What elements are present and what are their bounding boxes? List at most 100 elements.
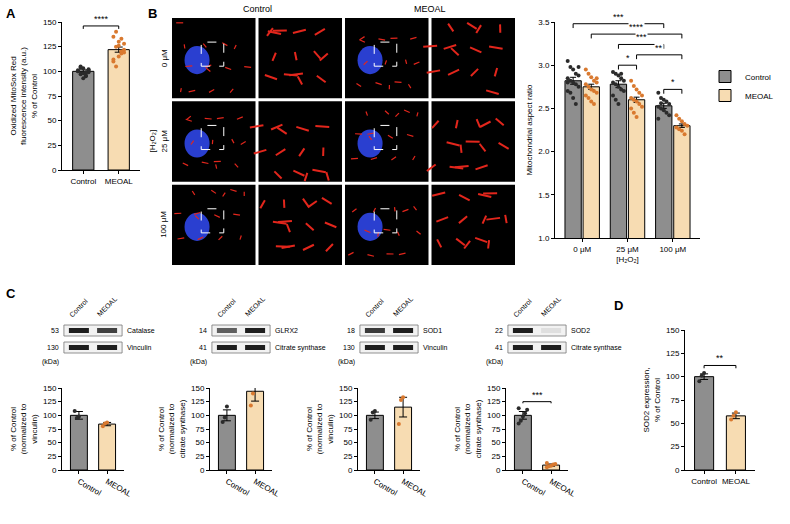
svg-text:100: 100 [487, 411, 501, 420]
svg-text:50: 50 [47, 438, 56, 447]
svg-text:50: 50 [47, 116, 56, 125]
svg-text:75: 75 [343, 425, 352, 434]
svg-text:MEOAL: MEOAL [244, 295, 266, 317]
svg-text:3.5: 3.5 [538, 18, 550, 27]
svg-text:(kDa): (kDa) [338, 358, 355, 366]
svg-text:100: 100 [191, 411, 205, 420]
svg-text:[H₂O₂]: [H₂O₂] [616, 255, 639, 264]
svg-text:0: 0 [200, 466, 205, 475]
svg-text:% of Control(normalized tovinc: % of Control(normalized tovinculin) [305, 403, 335, 454]
svg-text:75: 75 [670, 396, 679, 405]
svg-text:25: 25 [491, 452, 500, 461]
svg-text:Control: Control [76, 477, 103, 498]
svg-text:100 μM: 100 μM [159, 211, 168, 238]
svg-text:50: 50 [670, 419, 679, 428]
svg-text:3.0: 3.0 [538, 61, 550, 70]
svg-text:Control: Control [68, 297, 89, 318]
svg-text:Control: Control [745, 73, 771, 82]
svg-text:A: A [6, 6, 16, 21]
svg-text:D: D [614, 298, 623, 313]
svg-text:41: 41 [199, 344, 207, 351]
svg-text:1.5: 1.5 [538, 191, 550, 200]
svg-text:***: *** [613, 12, 624, 22]
svg-text:1.0: 1.0 [538, 234, 550, 243]
svg-text:SOD2: SOD2 [571, 327, 590, 334]
svg-text:*: * [671, 77, 675, 87]
svg-text:0 μM: 0 μM [160, 49, 169, 67]
svg-text:125: 125 [43, 42, 57, 51]
svg-text:150: 150 [666, 326, 680, 335]
svg-text:Catalase: Catalase [127, 327, 155, 334]
svg-text:0: 0 [496, 466, 501, 475]
svg-text:Vinculin: Vinculin [127, 344, 151, 351]
svg-text:100: 100 [666, 372, 680, 381]
svg-text:25: 25 [670, 442, 679, 451]
svg-text:Control: Control [70, 177, 96, 186]
svg-text:75: 75 [47, 425, 56, 434]
svg-text:50: 50 [343, 438, 352, 447]
svg-text:% of Control(normalized tocitr: % of Control(normalized tocitrate syntha… [157, 399, 187, 458]
svg-text:Control: Control [520, 477, 547, 498]
svg-text:(kDa): (kDa) [190, 358, 207, 366]
svg-text:100: 100 [43, 411, 57, 420]
svg-text:0: 0 [52, 166, 57, 175]
svg-text:0 μM: 0 μM [573, 245, 591, 254]
svg-text:150: 150 [43, 18, 57, 27]
svg-text:MEOAL: MEOAL [105, 177, 134, 186]
svg-text:25: 25 [343, 452, 352, 461]
svg-text:***: *** [532, 390, 543, 400]
svg-text:*: * [626, 53, 630, 63]
svg-text:MEOAL: MEOAL [414, 4, 446, 14]
svg-text:MEOAL: MEOAL [548, 477, 577, 499]
svg-text:Citrate synthase: Citrate synthase [275, 344, 326, 352]
svg-text:125: 125 [191, 397, 205, 406]
svg-text:Mitochondrial aspect ratio: Mitochondrial aspect ratio [525, 84, 534, 176]
svg-text:MEOAL: MEOAL [400, 477, 429, 499]
svg-text:Control: Control [224, 477, 251, 498]
svg-text:MEOAL: MEOAL [392, 295, 414, 317]
svg-text:% of Control(normalized tocitr: % of Control(normalized tocitrate syntha… [453, 399, 483, 458]
svg-text:75: 75 [47, 92, 56, 101]
svg-text:150: 150 [43, 384, 57, 393]
svg-text:SOD2 expression,% of Control: SOD2 expression,% of Control [642, 368, 661, 433]
svg-text:2.5: 2.5 [538, 104, 550, 113]
svg-text:MEOAL: MEOAL [96, 295, 118, 317]
svg-text:****: **** [94, 14, 109, 24]
svg-text:SOD1: SOD1 [423, 327, 442, 334]
svg-text:(kDa): (kDa) [486, 358, 503, 366]
svg-text:130: 130 [343, 344, 355, 351]
svg-text:150: 150 [487, 384, 501, 393]
svg-text:B: B [148, 6, 157, 21]
svg-text:Control: Control [216, 297, 237, 318]
svg-text:0: 0 [675, 466, 680, 475]
svg-text:150: 150 [191, 384, 205, 393]
svg-text:25: 25 [195, 452, 204, 461]
svg-text:0: 0 [52, 466, 57, 475]
svg-text:Control: Control [364, 297, 385, 318]
svg-text:25 μM: 25 μM [616, 245, 639, 254]
svg-text:[H₂O₂]: [H₂O₂] [148, 130, 157, 153]
svg-text:Control: Control [372, 477, 399, 498]
svg-text:25: 25 [47, 452, 56, 461]
svg-text:14: 14 [199, 327, 207, 334]
svg-text:25: 25 [47, 141, 56, 150]
svg-text:25 μM: 25 μM [160, 130, 169, 153]
svg-text:C: C [6, 286, 16, 301]
svg-text:Citrate synthase: Citrate synthase [571, 344, 622, 352]
svg-text:50: 50 [491, 438, 500, 447]
svg-text:(kDa): (kDa) [42, 358, 59, 366]
svg-text:Vinculin: Vinculin [423, 344, 447, 351]
svg-text:0: 0 [348, 466, 353, 475]
svg-text:41: 41 [495, 344, 503, 351]
svg-text:Control: Control [243, 4, 272, 14]
svg-text:130: 130 [47, 344, 59, 351]
svg-text:53: 53 [51, 327, 59, 334]
svg-text:100: 100 [43, 67, 57, 76]
svg-text:MEOAL: MEOAL [252, 477, 281, 499]
svg-text:100: 100 [339, 411, 353, 420]
svg-text:125: 125 [666, 349, 680, 358]
svg-text:**: ** [716, 353, 724, 363]
svg-text:***: *** [636, 32, 647, 42]
svg-text:GLRX2: GLRX2 [275, 327, 298, 334]
svg-text:MEOAL: MEOAL [540, 295, 562, 317]
